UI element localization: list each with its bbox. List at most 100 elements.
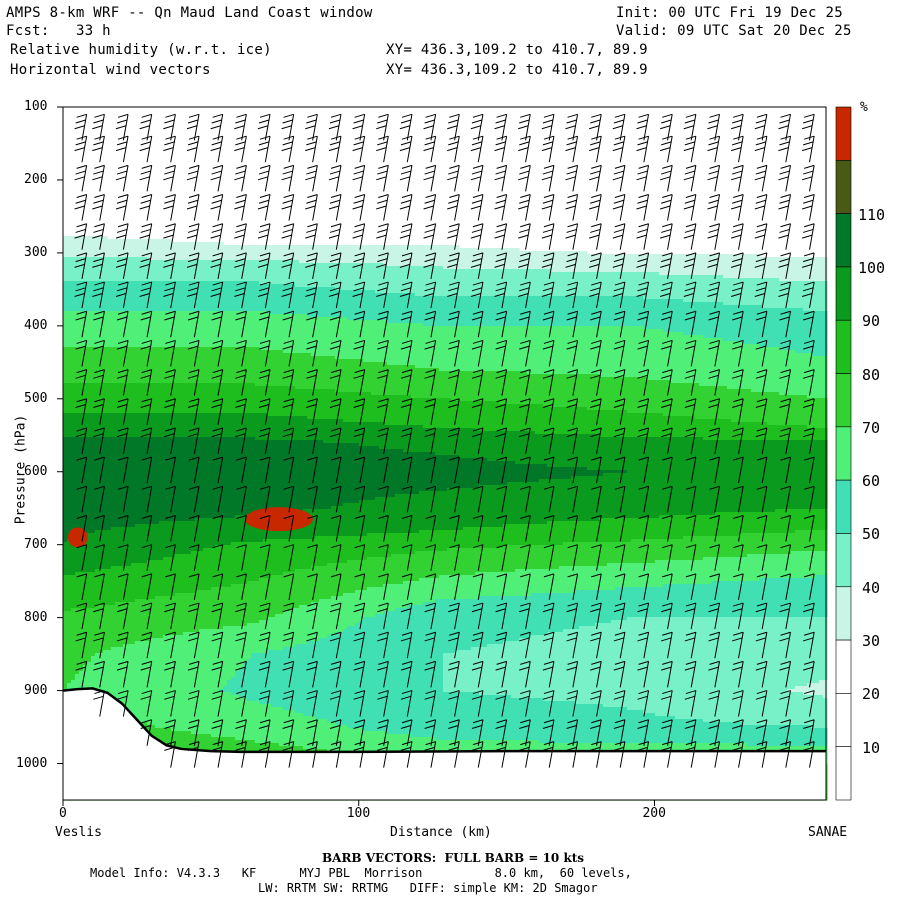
rh-cell (111, 515, 116, 519)
rh-cell (95, 425, 100, 429)
rh-cell (95, 281, 100, 285)
rh-cell (63, 668, 68, 672)
rh-cell (63, 644, 68, 648)
rh-cell (103, 452, 108, 456)
rh-cell (71, 500, 76, 504)
rh-cell (107, 263, 112, 267)
rh-cell (63, 428, 68, 432)
rh-cell (103, 575, 108, 579)
rh-cell (67, 410, 72, 414)
rh-cell (107, 497, 112, 501)
rh-cell (75, 686, 80, 690)
rh-cell (63, 338, 68, 342)
rh-cell (71, 419, 76, 423)
rh-cell (95, 275, 100, 279)
rh-cell (115, 428, 120, 432)
rh-cell (103, 479, 108, 483)
rh-cell (87, 335, 92, 339)
rh-cell (115, 266, 120, 270)
rh-cell (103, 335, 108, 339)
rh-cell (115, 557, 120, 561)
rh-cell (79, 518, 84, 522)
rh-cell (79, 482, 84, 486)
rh-cell (83, 629, 88, 633)
rh-cell (111, 455, 116, 459)
rh-cell (99, 242, 104, 246)
rh-cell (67, 530, 72, 534)
rh-cell (91, 263, 96, 267)
rh-cell (99, 557, 104, 561)
rh-cell (107, 395, 112, 399)
rh-cell (87, 380, 92, 384)
rh-cell (111, 509, 116, 513)
rh-cell (79, 257, 84, 261)
rh-cell (75, 239, 80, 243)
rh-cell (107, 455, 112, 459)
rh-cell (107, 596, 112, 600)
rh-cell (83, 443, 88, 447)
rh-cell (115, 563, 120, 567)
rh-cell (99, 482, 104, 486)
rh-cell (83, 428, 88, 432)
rh-cell (91, 464, 96, 468)
rh-cell (115, 623, 120, 627)
rh-cell (87, 302, 92, 306)
rh-cell (67, 455, 72, 459)
rh-cell (79, 512, 84, 516)
rh-cell (103, 407, 108, 411)
rh-cell (103, 500, 108, 504)
rh-cell (71, 317, 76, 321)
rh-cell (71, 302, 76, 306)
rh-cell (63, 455, 68, 459)
rh-cell (115, 647, 120, 651)
rh-cell (71, 641, 76, 645)
rh-cell (95, 326, 100, 330)
rh-cell (63, 284, 68, 288)
rh-cell (79, 410, 84, 414)
rh-cell (115, 551, 120, 555)
rh-cell (115, 692, 120, 696)
rh-cell (63, 641, 68, 645)
rh-cell (91, 488, 96, 492)
rh-cell (111, 593, 116, 597)
rh-cell (63, 593, 68, 597)
rh-cell (103, 581, 108, 585)
rh-cell (111, 557, 116, 561)
rh-cell (87, 572, 92, 576)
rh-cell (95, 530, 100, 534)
rh-cell (99, 302, 104, 306)
rh-cell (79, 395, 84, 399)
rh-cell (63, 317, 68, 321)
rh-cell (79, 461, 84, 465)
rh-cell (67, 275, 72, 279)
rh-cell (71, 587, 76, 591)
rh-cell (71, 422, 76, 426)
rh-cell (83, 353, 88, 357)
rh-cell (63, 335, 68, 339)
rh-cell (75, 269, 80, 273)
rh-cell (91, 521, 96, 525)
rh-cell (83, 398, 88, 402)
rh-cell (91, 473, 96, 477)
rh-cell (83, 488, 88, 492)
rh-cell (103, 275, 108, 279)
rh-cell (71, 404, 76, 408)
rh-cell (95, 560, 100, 564)
rh-cell (99, 284, 104, 288)
rh-cell (107, 350, 112, 354)
rh-cell (115, 326, 120, 330)
rh-cell (99, 599, 104, 603)
rh-cell (67, 329, 72, 333)
rh-cell (115, 530, 120, 534)
rh-cell (91, 677, 96, 681)
rh-cell (107, 650, 112, 654)
rh-cell (71, 617, 76, 621)
rh-cell (63, 536, 68, 540)
rh-cell (71, 674, 76, 678)
rh-cell (75, 674, 80, 678)
rh-cell (75, 482, 80, 486)
rh-cell (115, 305, 120, 309)
rh-cell (115, 278, 120, 282)
rh-cell (111, 383, 116, 387)
rh-cell (67, 557, 72, 561)
